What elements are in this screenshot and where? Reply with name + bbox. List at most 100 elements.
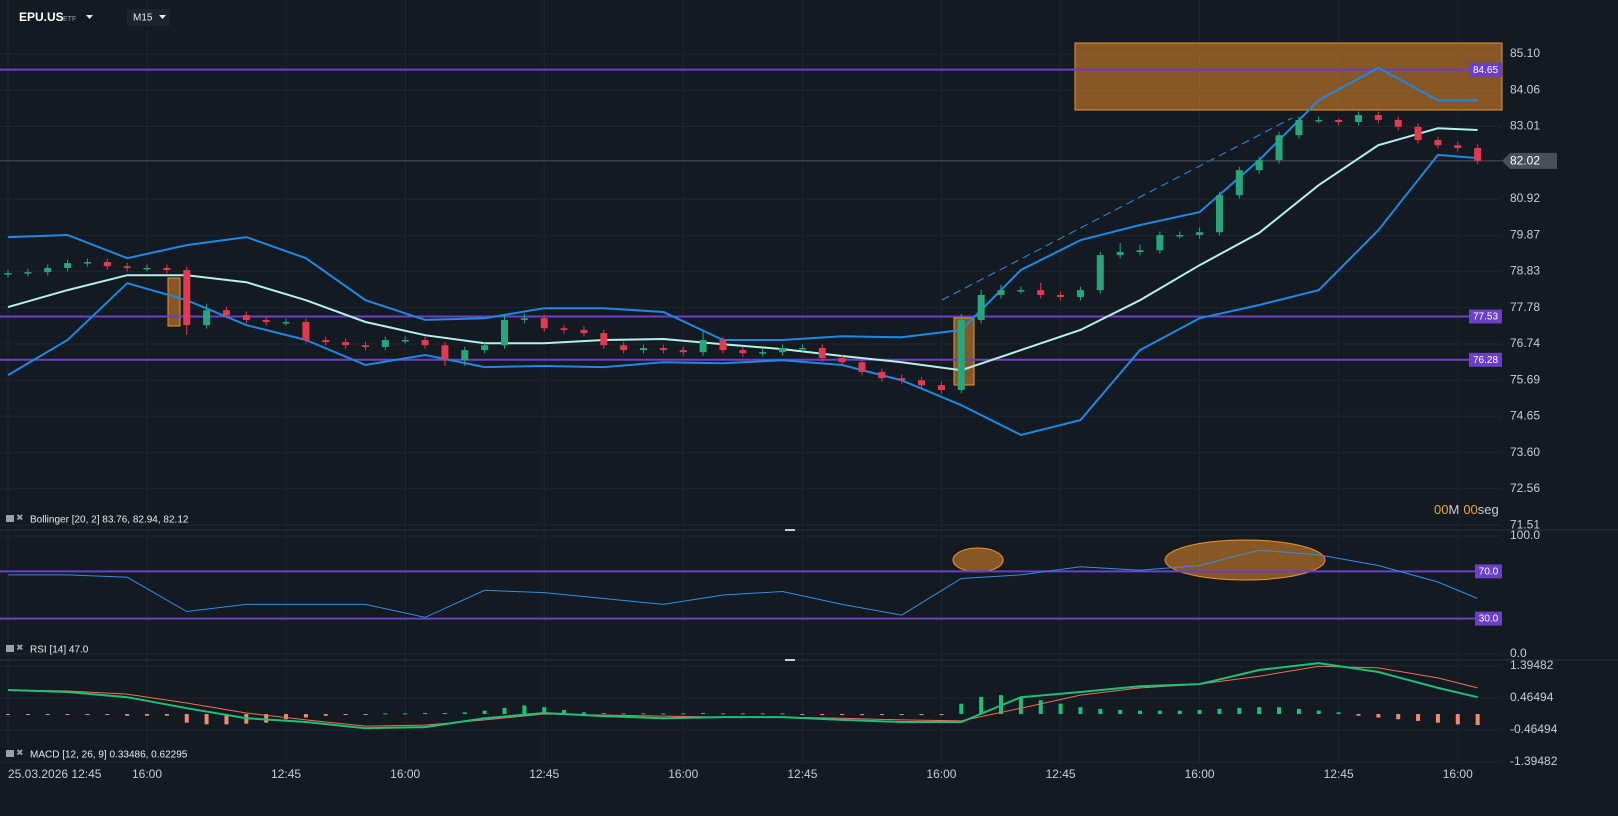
y-tick-label: 83.01 [1510, 119, 1540, 133]
candle-body [1096, 255, 1104, 291]
y-tick-label: 80.92 [1510, 191, 1540, 205]
x-tick-label: 12:45 [271, 767, 301, 781]
x-tick-label: 12:45 [1324, 767, 1354, 781]
candle-body [421, 340, 429, 346]
countdown: 00M 00seg [1434, 502, 1499, 517]
candle-body [759, 352, 767, 354]
ellipse-annotation[interactable] [1164, 539, 1326, 581]
histogram-bar [681, 713, 686, 715]
candle-body [1017, 290, 1025, 292]
candle-body [1335, 119, 1343, 123]
dropdown-arrow[interactable] [159, 15, 166, 19]
histogram-bar [899, 714, 904, 716]
y-tick-label: 0.46494 [1510, 690, 1554, 704]
dropdown-arrow[interactable] [86, 15, 93, 19]
panel-menu-icon[interactable] [6, 515, 14, 522]
histogram-bar [1277, 707, 1282, 715]
candle-body [798, 348, 806, 350]
histogram-bar [125, 714, 130, 716]
histogram-bar [502, 707, 507, 715]
y-tick-label: 73.60 [1510, 445, 1540, 459]
panel-close-icon[interactable]: ✖ [16, 747, 24, 757]
countdown-seconds-unit: seg [1478, 502, 1499, 517]
candle-body [1374, 115, 1382, 120]
histogram-bar [1475, 714, 1480, 726]
indicator-line [8, 549, 1478, 618]
candle-body [560, 328, 568, 330]
histogram-bar [542, 707, 547, 715]
candle-body [918, 380, 926, 386]
histogram-bar [45, 714, 50, 716]
y-tick-label: 78.83 [1510, 264, 1540, 278]
candle-body [1315, 119, 1323, 122]
y-tick-label: 85.10 [1510, 46, 1540, 60]
histogram-bar [403, 713, 408, 715]
zone-annotation[interactable] [167, 277, 181, 327]
candle-body [1354, 115, 1362, 123]
candle-body [461, 350, 469, 361]
histogram-bar [720, 713, 725, 715]
zone-annotation[interactable] [1074, 42, 1503, 111]
panel-close-icon[interactable]: ✖ [16, 512, 24, 522]
level-tag [1469, 352, 1502, 367]
histogram-bar [105, 714, 110, 716]
y-tick-label: 79.87 [1510, 228, 1540, 242]
x-tick-label: 12:45 [1046, 767, 1076, 781]
histogram-bar [562, 709, 567, 715]
histogram-bar [1296, 708, 1301, 715]
level-tag [1469, 309, 1502, 324]
candle-body [878, 371, 886, 379]
histogram-bar [224, 714, 229, 725]
candle-body [342, 342, 350, 346]
candle-body [1394, 119, 1402, 127]
candle-body [1414, 126, 1422, 141]
panel-close-icon[interactable]: ✖ [16, 642, 24, 652]
symbol-type: ETF [63, 16, 76, 23]
candle-body [1176, 235, 1184, 237]
histogram-bar [740, 713, 745, 715]
candle-body [1255, 160, 1263, 171]
candle-body [481, 345, 489, 351]
candle-body [699, 340, 707, 353]
candle-body [64, 263, 72, 268]
histogram-bar [1157, 710, 1162, 715]
y-tick-label: 100.0 [1510, 528, 1540, 542]
candle-body [739, 350, 747, 354]
histogram-bar [1078, 707, 1083, 715]
histogram-bar [1455, 714, 1460, 725]
ellipse-annotation[interactable] [952, 547, 1004, 573]
candle-body [1474, 148, 1482, 161]
level-label: 77.53 [1473, 312, 1498, 323]
candle-body [143, 267, 151, 270]
histogram-bar [1316, 710, 1321, 715]
countdown-minutes: 00 [1434, 502, 1448, 517]
resize-handle[interactable] [785, 659, 795, 661]
resize-handle[interactable] [785, 529, 795, 531]
histogram-bar [184, 714, 189, 723]
symbol[interactable]: EPU.US [19, 10, 64, 24]
histogram-bar [959, 703, 964, 715]
level-tag [1475, 611, 1502, 626]
panel-menu-icon[interactable] [6, 645, 14, 652]
timeframe[interactable]: M15 [133, 13, 153, 24]
y-tick-label: 72.56 [1510, 481, 1540, 495]
candle-body [103, 262, 111, 267]
histogram-bar [303, 714, 308, 718]
candle-body [4, 273, 12, 275]
level-label: 30.0 [1479, 614, 1499, 625]
trend-line[interactable] [941, 117, 1293, 301]
panel-menu-icon[interactable] [6, 750, 14, 757]
histogram-bar [65, 714, 70, 716]
candle-body [242, 315, 250, 320]
candle-body [1156, 235, 1164, 251]
candle-body [282, 322, 290, 324]
histogram-bar [1435, 714, 1440, 723]
histogram-bar [840, 714, 845, 716]
timeframe-button[interactable] [127, 9, 170, 26]
histogram-bar [145, 714, 150, 716]
histogram-bar [25, 714, 30, 716]
histogram-bar [343, 714, 348, 716]
histogram-bar [979, 696, 984, 715]
candle-body [322, 340, 330, 343]
